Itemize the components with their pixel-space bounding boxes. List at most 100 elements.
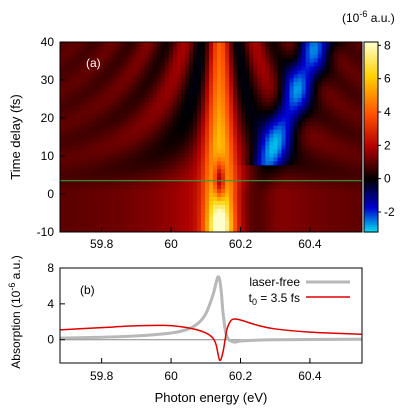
heatmap-cell: [88, 208, 93, 213]
heatmap-cell: [60, 125, 65, 130]
heatmap-cell: [229, 228, 234, 232]
heatmap-cell: [225, 42, 230, 47]
heatmap-cell: [100, 160, 105, 166]
heatmap-cell: [196, 49, 202, 55]
heatmap-cell: [132, 57, 138, 63]
heatmap-cell: [208, 160, 214, 166]
heatmap-cell: [329, 117, 335, 122]
heatmap-cell: [148, 73, 154, 79]
heatmap-cell: [180, 117, 186, 122]
heatmap-cell: [241, 77, 246, 83]
heatmap-cell: [213, 81, 218, 87]
heatmap-cell: [180, 216, 186, 221]
heatmap-cell: [108, 69, 113, 75]
heatmap-cell: [76, 45, 81, 51]
heatmap-cell: [233, 57, 238, 63]
heatmap-cell: [96, 212, 101, 217]
heatmap-cell: [136, 45, 142, 51]
heatmap-cell: [108, 93, 113, 99]
heatmap-cell: [357, 184, 362, 190]
heatmap-cell: [72, 140, 77, 146]
heatmap-cell: [329, 152, 335, 158]
heatmap-cell: [213, 125, 218, 130]
heatmap-cell: [321, 49, 327, 55]
heatmap-cell: [84, 200, 89, 205]
heatmap-cell: [289, 89, 295, 95]
heatmap-cell: [329, 228, 335, 232]
heatmap-cell: [225, 117, 230, 122]
heatmap-cell: [357, 212, 362, 217]
heatmap-cell: [305, 212, 311, 217]
heatmap-cell: [249, 137, 254, 142]
heatmap-cell: [92, 113, 97, 118]
heatmap-cell: [184, 140, 190, 146]
heatmap-cell: [349, 184, 355, 190]
heatmap-cell: [257, 89, 262, 95]
heatmap-cell: [293, 113, 299, 118]
heatmap-cell: [325, 121, 331, 126]
heatmap-cell: [148, 57, 154, 63]
heatmap-cell: [204, 200, 210, 205]
heatmap-cell: [84, 188, 89, 194]
heatmap-cell: [96, 49, 101, 55]
heatmap-cell: [217, 164, 222, 170]
heatmap-cell: [301, 220, 307, 225]
heatmap-cell: [188, 196, 194, 201]
heatmap-cell: [329, 184, 335, 190]
heatmap-cell: [104, 168, 109, 174]
heatmap-cell: [80, 61, 85, 67]
heatmap-cell: [225, 137, 230, 142]
heatmap-cell: [208, 53, 214, 59]
heatmap-cell: [325, 109, 331, 114]
heatmap-cell: [253, 216, 258, 221]
heatmap-cell: [116, 152, 121, 158]
heatmap-cell: [168, 129, 174, 134]
heatmap-cell: [156, 77, 162, 83]
heatmap-cell: [172, 97, 178, 102]
heatmap-cell: [108, 129, 113, 134]
heatmap-cell: [124, 49, 130, 55]
heatmap-cell: [188, 109, 194, 114]
heatmap-cell: [349, 49, 355, 55]
heatmap-cell: [289, 129, 295, 134]
heatmap-cell: [196, 212, 202, 217]
heatmap-cell: [253, 101, 258, 106]
heatmap-cell: [301, 73, 307, 79]
heatmap-cell: [221, 85, 226, 91]
heatmap-cell: [204, 168, 210, 174]
heatmap-cell: [333, 228, 339, 232]
heatmap-cell: [317, 228, 323, 232]
heatmap-cell: [168, 42, 174, 47]
heatmap-cell: [68, 212, 73, 217]
heatmap-cell: [100, 109, 105, 114]
heatmap-cell: [80, 172, 85, 178]
heatmap-cell: [357, 164, 362, 170]
heatmap-cell: [164, 160, 170, 166]
heatmap-cell: [349, 42, 355, 47]
heatmap-cell: [96, 152, 101, 158]
heatmap-cell: [217, 220, 222, 225]
heatmap-cell: [233, 77, 238, 83]
heatmap-cell: [196, 228, 202, 232]
heatmap-cell: [124, 133, 130, 138]
heatmap-cell: [72, 125, 77, 130]
heatmap-cell: [80, 168, 85, 174]
heatmap-cell: [108, 42, 113, 47]
heatmap-cell: [172, 180, 178, 186]
heatmap-cell: [124, 129, 130, 134]
heatmap-cell: [128, 77, 134, 83]
heatmap-cell: [124, 180, 130, 186]
heatmap-cell: [317, 140, 323, 146]
heatmap-cell: [64, 137, 69, 142]
heatmap-cell: [152, 152, 158, 158]
heatmap-cell: [140, 148, 146, 154]
heatmap-cell: [257, 45, 262, 51]
heatmap-cell: [204, 137, 210, 142]
heatmap-cell: [96, 77, 101, 83]
heatmap-cell: [104, 152, 109, 158]
heatmap-cell: [112, 81, 117, 87]
heatmap-cell: [160, 105, 166, 110]
heatmap-cell: [116, 45, 121, 51]
heatmap-cell: [80, 105, 85, 110]
heatmap-cell: [305, 65, 311, 71]
